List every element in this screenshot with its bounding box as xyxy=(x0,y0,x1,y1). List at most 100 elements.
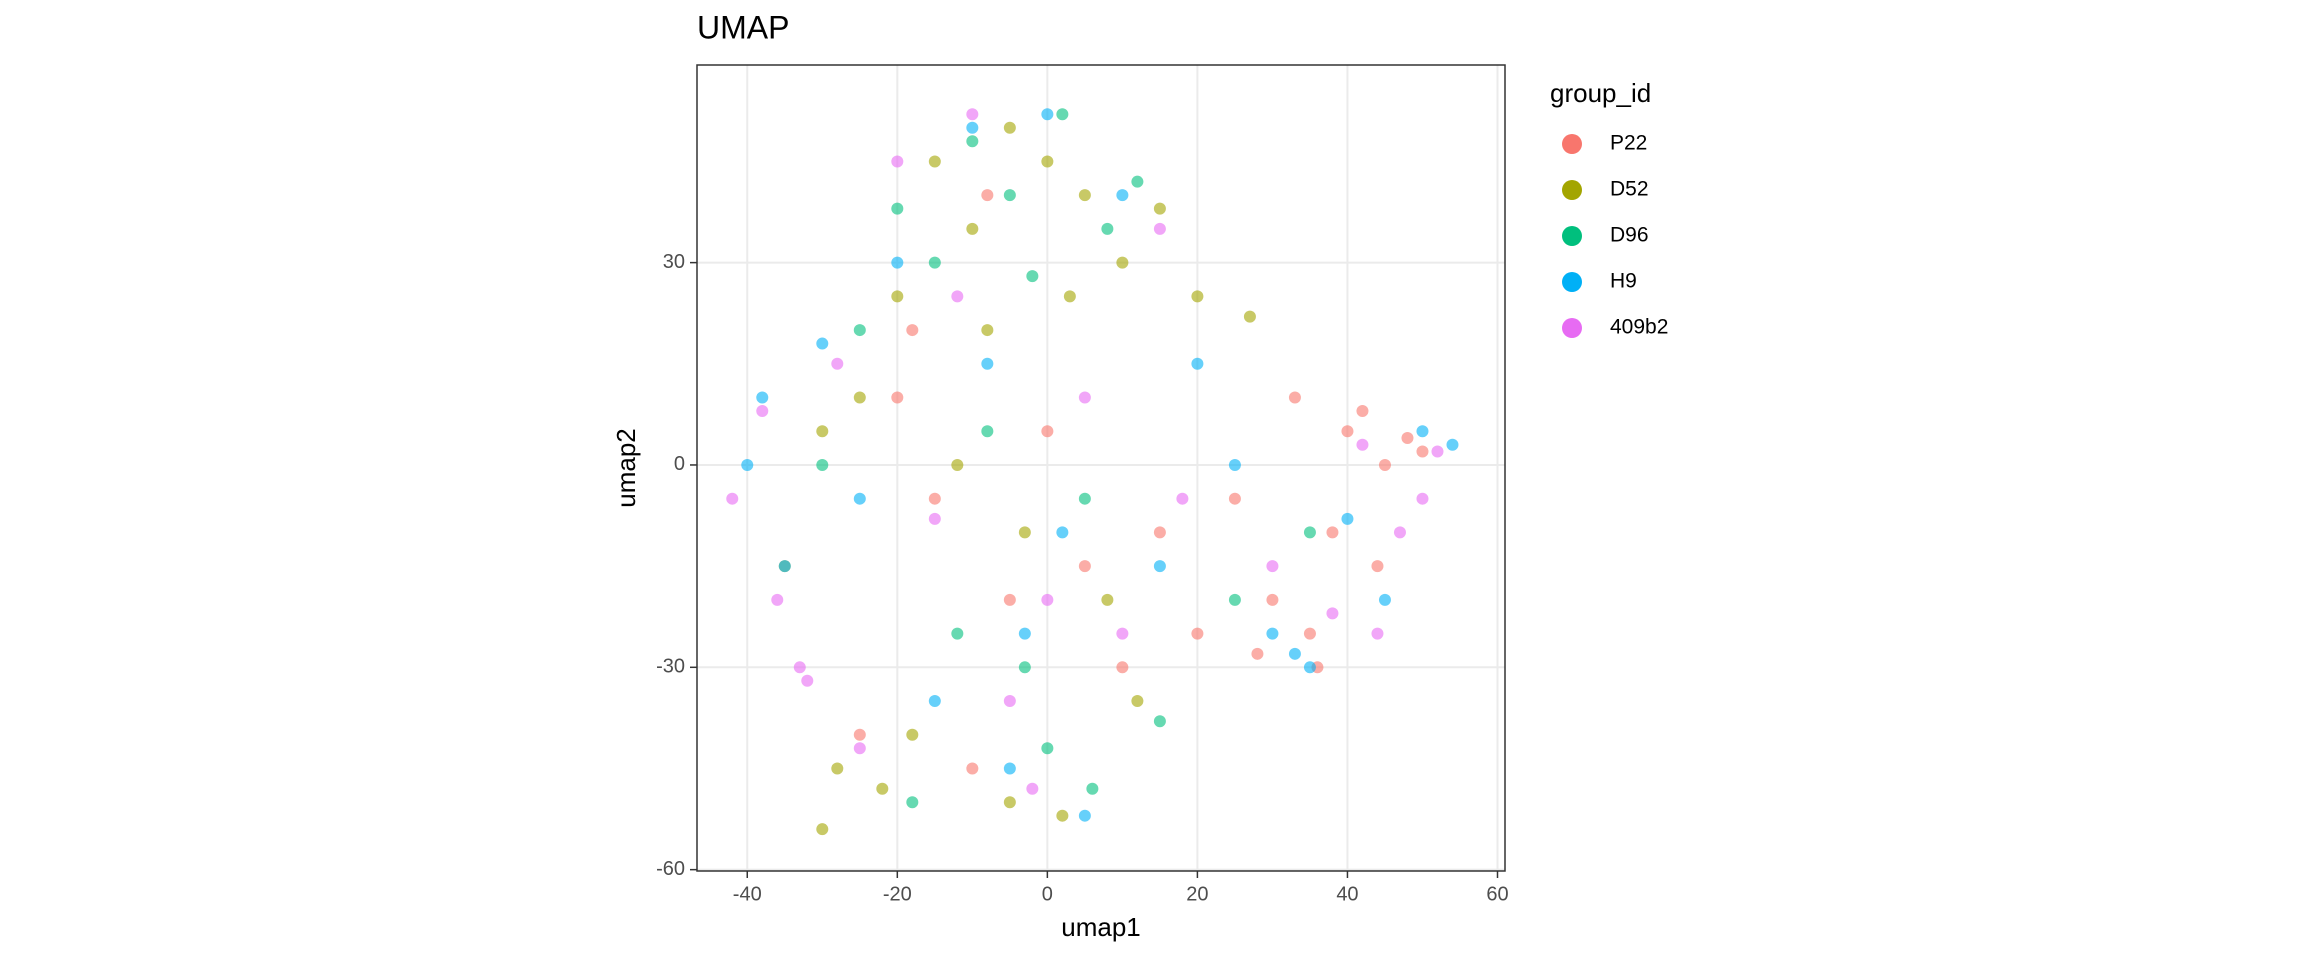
point xyxy=(1041,155,1054,168)
point xyxy=(853,742,866,755)
point xyxy=(928,492,941,505)
point xyxy=(951,290,964,303)
point xyxy=(816,337,829,350)
x-tick-label: -20 xyxy=(883,883,912,905)
legend-label: D52 xyxy=(1610,178,1649,201)
point xyxy=(966,762,979,775)
point xyxy=(966,222,979,235)
point xyxy=(1003,189,1016,202)
point xyxy=(756,391,769,404)
point xyxy=(966,121,979,134)
x-tick-label: 0 xyxy=(1042,883,1053,905)
point xyxy=(1153,715,1166,728)
legend-marker xyxy=(1562,226,1582,246)
point xyxy=(756,405,769,418)
point xyxy=(1018,627,1031,640)
point xyxy=(778,560,791,573)
point xyxy=(1153,560,1166,573)
point xyxy=(1003,593,1016,606)
point xyxy=(1371,560,1384,573)
point xyxy=(853,728,866,741)
point xyxy=(1078,391,1091,404)
point xyxy=(1018,661,1031,674)
point xyxy=(891,202,904,215)
point xyxy=(951,627,964,640)
point xyxy=(1356,405,1369,418)
point xyxy=(1378,458,1391,471)
point xyxy=(906,728,919,741)
point xyxy=(793,661,806,674)
point xyxy=(1116,627,1129,640)
point xyxy=(891,391,904,404)
y-tick-label: 0 xyxy=(674,453,685,475)
point xyxy=(1041,593,1054,606)
point xyxy=(726,492,739,505)
point xyxy=(1041,742,1054,755)
point xyxy=(801,674,814,687)
y-axis-label: umap2 xyxy=(611,428,641,508)
point xyxy=(1341,425,1354,438)
point xyxy=(891,290,904,303)
point xyxy=(1228,458,1241,471)
point xyxy=(1131,175,1144,188)
point xyxy=(928,155,941,168)
point xyxy=(1303,661,1316,674)
point xyxy=(981,425,994,438)
point xyxy=(816,823,829,836)
point xyxy=(1191,290,1204,303)
point xyxy=(816,458,829,471)
plot-panel xyxy=(697,65,1505,871)
point xyxy=(1191,627,1204,640)
point xyxy=(928,695,941,708)
point xyxy=(831,357,844,370)
point xyxy=(1153,526,1166,539)
point xyxy=(1003,695,1016,708)
point xyxy=(831,762,844,775)
legend-label: P22 xyxy=(1610,132,1647,155)
x-tick-label: 60 xyxy=(1486,883,1508,905)
point xyxy=(906,324,919,337)
point xyxy=(1266,627,1279,640)
legend-label: 409b2 xyxy=(1610,316,1668,339)
point xyxy=(1101,593,1114,606)
point xyxy=(1416,425,1429,438)
point xyxy=(1018,526,1031,539)
point xyxy=(1416,445,1429,458)
point xyxy=(981,189,994,202)
point xyxy=(1056,526,1069,539)
point xyxy=(1393,526,1406,539)
point xyxy=(1116,189,1129,202)
y-tick-label: -60 xyxy=(656,858,685,880)
point xyxy=(1056,809,1069,822)
point xyxy=(1026,270,1039,283)
legend-label: D96 xyxy=(1610,224,1649,247)
point xyxy=(951,458,964,471)
legend-marker xyxy=(1562,134,1582,154)
point xyxy=(853,492,866,505)
point xyxy=(1041,108,1054,121)
point xyxy=(1063,290,1076,303)
point xyxy=(1266,560,1279,573)
point xyxy=(741,458,754,471)
point xyxy=(1003,121,1016,134)
point xyxy=(1446,438,1459,451)
legend-title: group_id xyxy=(1550,78,1651,108)
legend-marker xyxy=(1562,318,1582,338)
x-tick-label: 20 xyxy=(1186,883,1208,905)
point xyxy=(1153,222,1166,235)
point xyxy=(1303,627,1316,640)
legend-label: H9 xyxy=(1610,270,1637,293)
point xyxy=(1288,647,1301,660)
point xyxy=(771,593,784,606)
legend-marker xyxy=(1562,272,1582,292)
point xyxy=(1326,607,1339,620)
point xyxy=(1131,695,1144,708)
y-tick-label: -30 xyxy=(656,656,685,678)
point xyxy=(1228,593,1241,606)
y-tick-label: 30 xyxy=(663,251,685,273)
point xyxy=(816,425,829,438)
point xyxy=(1026,782,1039,795)
point xyxy=(1003,762,1016,775)
point xyxy=(1116,661,1129,674)
